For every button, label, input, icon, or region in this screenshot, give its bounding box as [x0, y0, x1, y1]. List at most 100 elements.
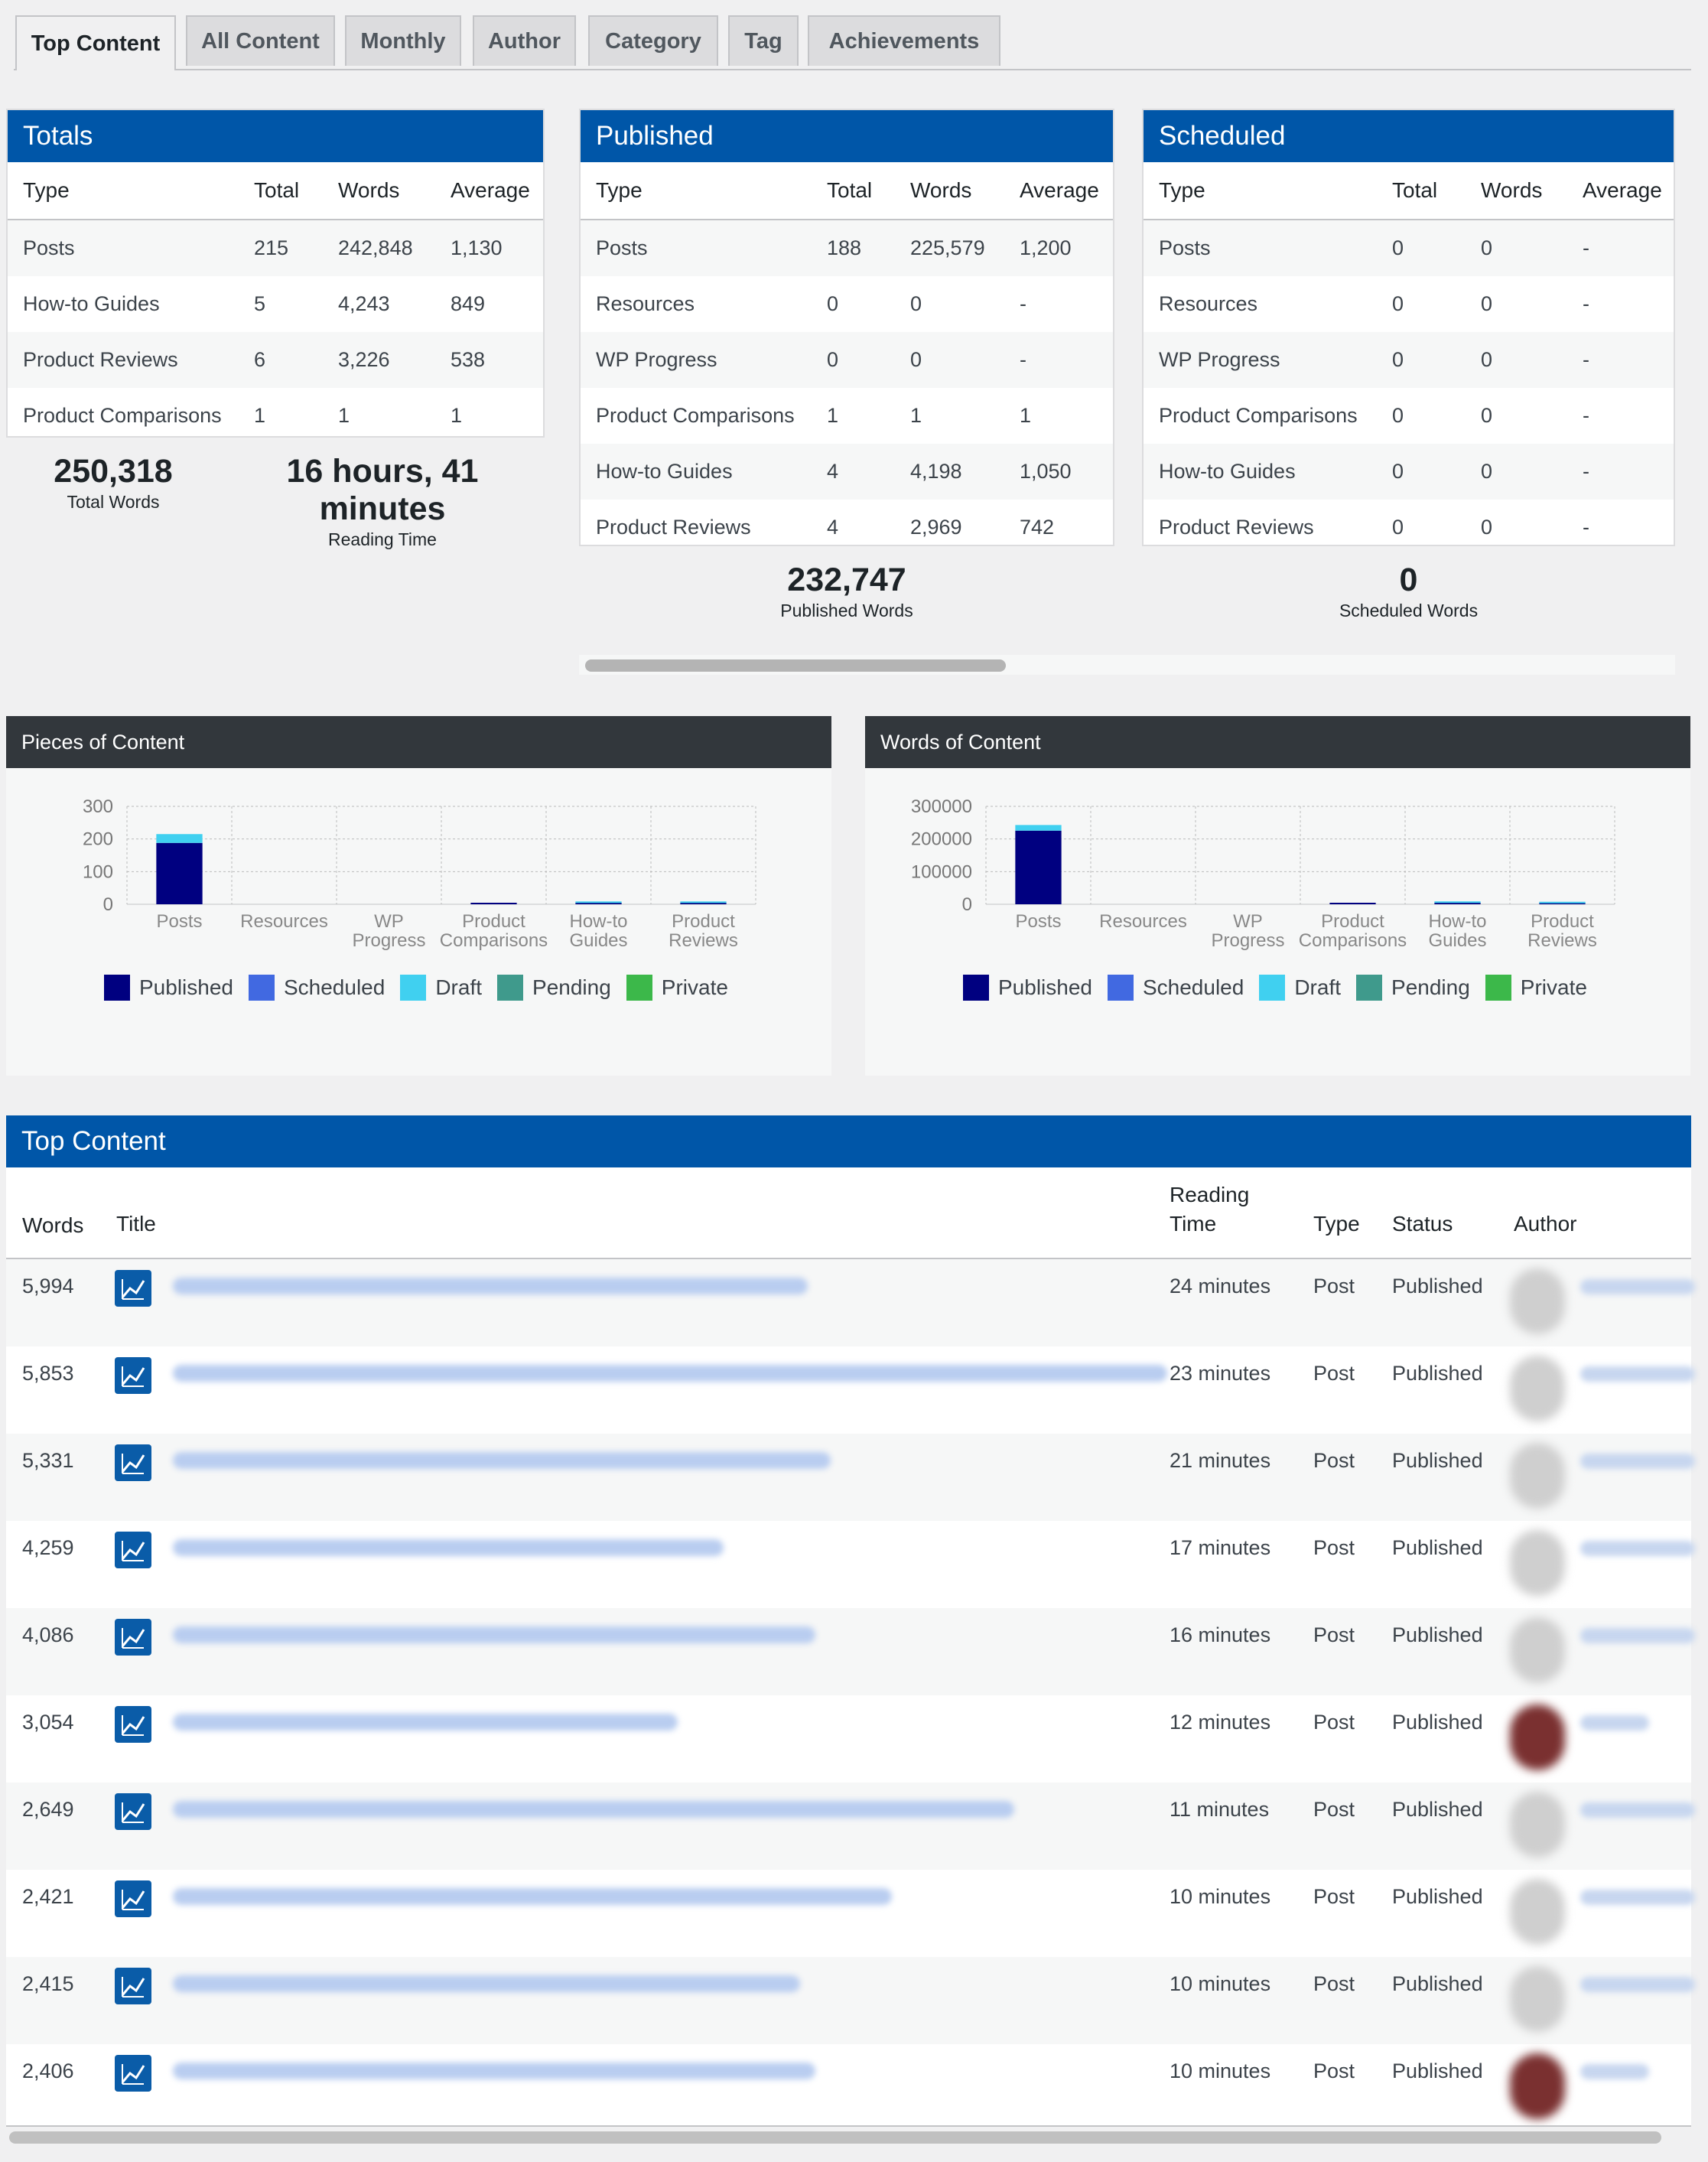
legend-label[interactable]: Published [998, 975, 1092, 999]
tab-all-content[interactable]: All Content [186, 15, 335, 66]
row-reading-time: 10 minutes [1170, 2059, 1271, 2082]
row-status: Published [1392, 1711, 1483, 1734]
col-title[interactable]: Title [116, 1212, 156, 1236]
post-title-link[interactable] [173, 1539, 724, 1556]
bar-published-4 [1434, 903, 1481, 904]
post-title-link[interactable] [173, 1626, 815, 1643]
tab-achievements[interactable]: Achievements [808, 15, 1000, 66]
legend-label[interactable]: Private [661, 975, 728, 999]
legend-label[interactable]: Pending [1391, 975, 1470, 999]
legend-label[interactable]: Published [139, 975, 233, 999]
post-title-link[interactable] [173, 1888, 892, 1905]
row-type: Post [1313, 2059, 1355, 2082]
chart-icon[interactable] [115, 1968, 151, 2004]
table-cell: - [1583, 292, 1589, 315]
post-title-link[interactable] [173, 2063, 815, 2079]
tab-category[interactable]: Category [588, 15, 718, 66]
page-scrollbar-thumb[interactable] [9, 2131, 1661, 2144]
legend-swatch[interactable] [248, 975, 275, 1001]
col-reading-time-1[interactable]: Reading [1170, 1183, 1250, 1206]
table-cell: - [1019, 332, 1113, 388]
table-cell: Resources [596, 292, 695, 315]
legend-label[interactable]: Pending [532, 975, 611, 999]
table-cell: 0 [910, 292, 922, 315]
col-status[interactable]: Status [1392, 1212, 1453, 1236]
post-title-link[interactable] [173, 1452, 831, 1469]
table-row: Product Reviews 4 2,969 742 [581, 500, 1113, 555]
chart-icon[interactable] [115, 1793, 151, 1830]
words-chart-panel: Words of Content 0 100000 200000 300000 Post… [865, 716, 1690, 1076]
legend-label[interactable]: Scheduled [1142, 975, 1244, 999]
bar-draft-4 [1434, 901, 1481, 904]
col-words[interactable]: Words [22, 1213, 84, 1237]
chart-icon[interactable] [115, 2055, 151, 2092]
legend-swatch[interactable] [400, 975, 427, 1001]
post-title-link[interactable] [173, 1801, 1014, 1818]
row-status: Published [1392, 2059, 1483, 2082]
post-title-link[interactable] [173, 1714, 678, 1731]
legend-swatch[interactable] [1485, 975, 1511, 1001]
tab-monthly[interactable]: Monthly [345, 15, 461, 66]
legend-swatch[interactable] [963, 975, 989, 1001]
author-link[interactable] [1580, 1890, 1695, 1905]
column-header: Type [8, 162, 253, 220]
tab-top-content[interactable]: Top Content [15, 15, 176, 70]
author-link[interactable] [1580, 1628, 1695, 1643]
legend-label[interactable]: Scheduled [283, 975, 386, 999]
legend-label[interactable]: Private [1520, 975, 1587, 999]
legend-label[interactable]: Draft [1294, 975, 1342, 999]
chart-icon[interactable] [115, 1532, 151, 1568]
tab-bar: Top Content All Content Monthly Author C… [14, 15, 1691, 70]
post-title-link[interactable] [173, 1365, 1167, 1382]
table-row: Product Reviews 0 0 - [1144, 500, 1674, 555]
reading-time-value: 16 hours, 41 minutes [286, 453, 479, 527]
x-tick-label: Reviews [1527, 930, 1597, 951]
chart-icon[interactable] [115, 1706, 151, 1743]
post-title-link[interactable] [173, 1278, 808, 1294]
legend-swatch[interactable] [497, 975, 524, 1001]
stats-scrollbar-thumb[interactable] [585, 659, 1006, 672]
col-reading-time-2[interactable]: Time [1170, 1212, 1217, 1236]
author-link[interactable] [1580, 1715, 1649, 1731]
legend-swatch[interactable] [1356, 975, 1383, 1001]
row-type: Post [1313, 1536, 1355, 1559]
row-words: 5,853 [22, 1362, 74, 1385]
page-scrollbar[interactable] [6, 2130, 1691, 2145]
col-type[interactable]: Type [1313, 1212, 1360, 1236]
table-cell: Product Reviews [1159, 516, 1314, 539]
scheduled-words-label: Scheduled Words [1339, 601, 1479, 620]
chart-icon[interactable] [115, 1270, 151, 1307]
legend-swatch[interactable] [626, 975, 652, 1001]
author-link[interactable] [1580, 1454, 1695, 1469]
chart-icon[interactable] [115, 1444, 151, 1481]
author-link[interactable] [1580, 2064, 1649, 2079]
col-author[interactable]: Author [1514, 1212, 1577, 1236]
chart-icon[interactable] [115, 1619, 151, 1656]
author-link[interactable] [1580, 1279, 1695, 1294]
chart-icon[interactable] [115, 1357, 151, 1394]
author-link[interactable] [1580, 1802, 1695, 1818]
legend-swatch[interactable] [1107, 975, 1134, 1001]
words-chart: 0 100000 200000 300000 Posts Resources WPProgr… [911, 796, 1615, 951]
column-header: Type [1144, 162, 1391, 220]
published-words-value: 232,747 [787, 562, 906, 598]
table-row: Product Comparisons 1 1 1 [581, 388, 1113, 444]
author-link[interactable] [1580, 1977, 1695, 1992]
row-status: Published [1392, 1275, 1483, 1298]
legend-swatch[interactable] [1259, 975, 1286, 1001]
legend-swatch[interactable] [104, 975, 130, 1001]
legend-label[interactable]: Draft [435, 975, 483, 999]
author-link[interactable] [1580, 1541, 1695, 1556]
tab-tag[interactable]: Tag [728, 15, 799, 66]
table-cell: 0 [909, 332, 1019, 388]
post-title-link[interactable] [173, 1975, 800, 1992]
row-words: 2,421 [22, 1885, 74, 1908]
stats-scrollbar[interactable] [579, 655, 1675, 675]
table-cell: 1,200 [1019, 220, 1113, 276]
chart-icon[interactable] [115, 1880, 151, 1917]
table-row: 2,406 10 minutes Post Published [6, 2044, 1691, 2131]
table-cell: 1 [910, 404, 922, 427]
bar-published-5 [1539, 903, 1586, 904]
tab-author[interactable]: Author [473, 15, 576, 66]
author-link[interactable] [1580, 1366, 1695, 1382]
